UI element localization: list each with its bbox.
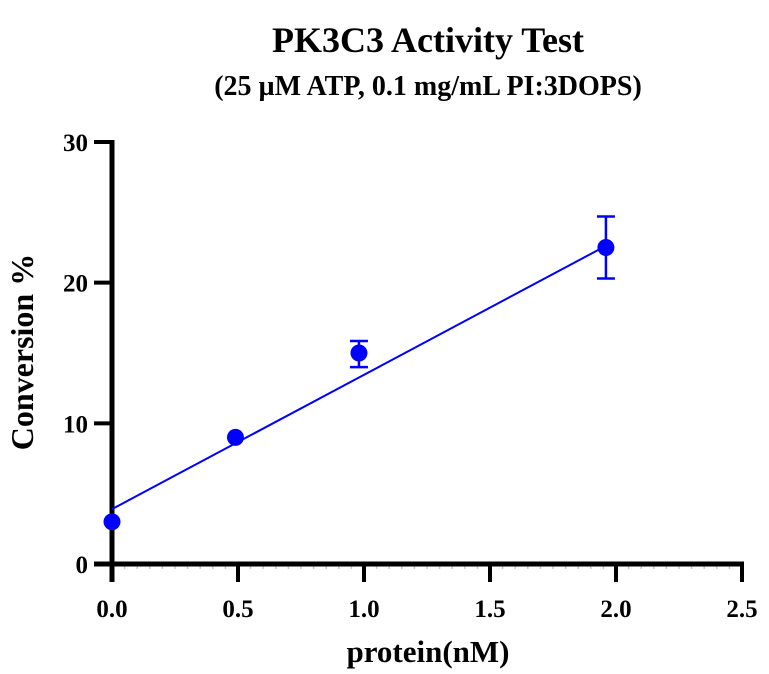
data-marks (103, 215, 615, 531)
x-axis-label: protein(nM) (346, 634, 509, 669)
fit-line (111, 244, 607, 511)
chart-subtitle: (25 µM ATP, 0.1 mg/mL PI:3DOPS) (214, 71, 642, 102)
chart-title: PK3C3 Activity Test (272, 20, 584, 60)
fit-line-group (111, 244, 607, 511)
y-tick-label: 10 (63, 411, 88, 438)
x-tick-label: 1.0 (348, 596, 379, 623)
x-tick-label: 0.5 (222, 596, 253, 623)
axes (94, 140, 744, 582)
y-axis-label: Conversion % (4, 254, 40, 450)
x-tick-label: 2.5 (726, 596, 757, 623)
x-tick-label: 0.0 (96, 596, 127, 623)
y-tick-label: 20 (63, 271, 88, 298)
data-point (226, 428, 244, 446)
x-tick-label: 2.0 (600, 596, 631, 623)
data-point (103, 513, 121, 531)
y-tick-label: 30 (63, 130, 88, 157)
x-ticks: 0.0 0.5 1.0 1.5 2.0 2.5 (96, 564, 758, 623)
y-tick-label: 0 (76, 552, 89, 579)
data-point (350, 344, 368, 362)
y-ticks: 0 10 20 30 (63, 130, 112, 579)
data-point (597, 239, 615, 256)
x-tick-label: 1.5 (474, 596, 505, 623)
